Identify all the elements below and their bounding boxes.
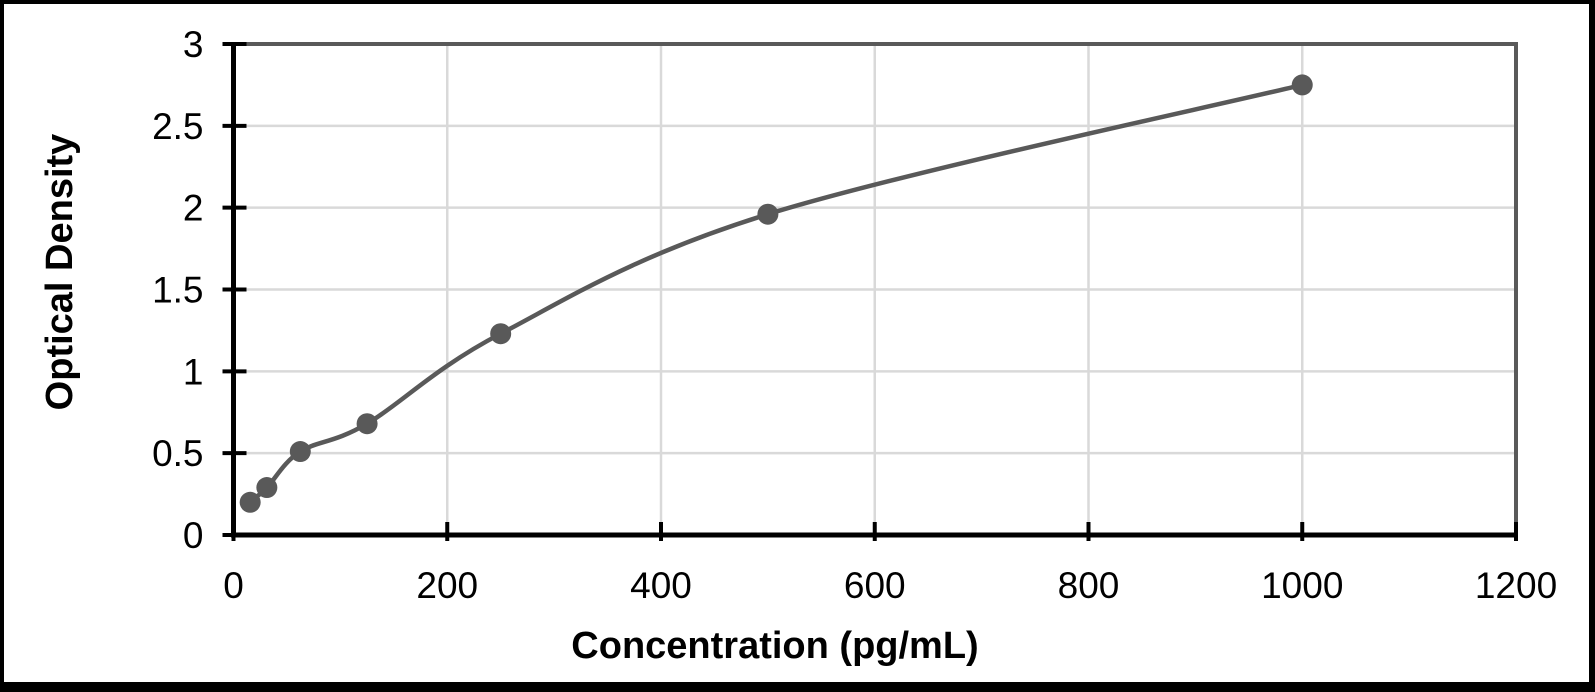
- y-axis-title: Optical Density: [39, 134, 81, 411]
- y-tick-label: 1.5: [152, 270, 203, 311]
- data-point-marker: [490, 323, 512, 345]
- data-points: [239, 74, 1313, 513]
- x-axis-title: Concentration (pg/mL): [571, 625, 978, 667]
- y-tick-label: 2: [183, 188, 204, 229]
- x-tick-label: 1000: [1261, 565, 1343, 606]
- y-tick-label: 2.5: [152, 106, 203, 147]
- x-tick-label: 200: [416, 565, 478, 606]
- x-tick-label: 0: [223, 565, 244, 606]
- standard-curve-chart: 0 200 400 600 800 1000 1200 0 0.5 1 1.5 2 2.5 3 Opti…: [39, 24, 1557, 667]
- data-point-marker: [256, 477, 278, 499]
- y-tick-labels: 0 0.5 1 1.5 2 2.5 3: [152, 24, 203, 556]
- y-tick-label: 1: [183, 351, 204, 392]
- y-tick-label: 0: [183, 515, 204, 556]
- x-tick-label: 400: [630, 565, 692, 606]
- data-point-marker: [757, 203, 779, 225]
- x-tick-label: 600: [844, 565, 906, 606]
- data-point-marker: [239, 491, 261, 513]
- y-tick-label: 3: [183, 24, 204, 65]
- axis-ticks: [222, 42, 1518, 541]
- standard-curve-line: [247, 82, 1305, 505]
- x-tick-labels: 0 200 400 600 800 1000 1200: [223, 565, 1557, 606]
- data-point-marker: [1291, 74, 1313, 96]
- plot-border: [233, 42, 1518, 535]
- gridlines: [233, 44, 1516, 535]
- x-tick-label: 1200: [1475, 565, 1557, 606]
- data-point-marker: [289, 441, 311, 463]
- y-tick-label: 0.5: [152, 433, 203, 474]
- x-tick-label: 800: [1058, 565, 1120, 606]
- data-point-marker: [356, 413, 378, 435]
